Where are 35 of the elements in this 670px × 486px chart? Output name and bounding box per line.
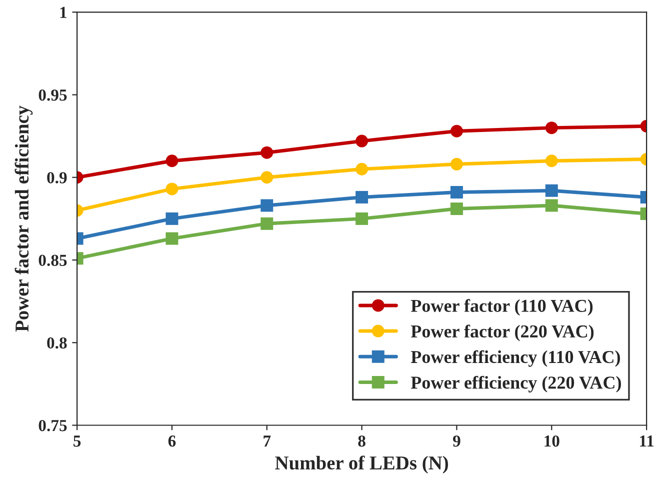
x-axis-title: Number of LEDs (N) (275, 456, 448, 474)
point (260, 146, 274, 159)
point (260, 171, 274, 184)
point (450, 158, 463, 170)
point (545, 199, 558, 212)
point (356, 212, 368, 225)
point (356, 134, 368, 148)
x-tick-label: 8 (358, 435, 366, 447)
legend-label: Power efficiency (110 VAC) (410, 350, 620, 367)
y-tick-label: 0.9 (47, 172, 67, 184)
point (545, 122, 558, 134)
y-tick-label: 0.85 (38, 254, 67, 266)
y-tick-label: 0.95 (38, 89, 67, 101)
point (450, 186, 463, 199)
y-axis-title: Power factor and efficiency (14, 106, 33, 332)
x-tick-label: 6 (168, 436, 176, 447)
legend-label: Power factor (110 VAC) (410, 299, 593, 316)
point (356, 190, 368, 204)
y-tick-label: 0.8 (47, 337, 67, 349)
point (356, 162, 368, 176)
x-tick-label: 5 (74, 436, 81, 447)
point (260, 199, 274, 212)
x-tick-label: 9 (453, 436, 460, 447)
point (450, 124, 463, 138)
x-tick-label: 11 (640, 436, 654, 447)
point (545, 184, 558, 197)
legend-label: Power efficiency (220 VAC) (410, 376, 621, 392)
x-tick-label: 7 (264, 436, 271, 447)
point (545, 154, 558, 168)
y-tick-label: 1 (60, 6, 66, 18)
point (450, 202, 463, 216)
point (260, 217, 274, 230)
y-tick-label: 0.75 (38, 420, 67, 432)
legend-label: Power factor (220 VAC) (410, 324, 594, 342)
x-tick-label: 10 (544, 435, 560, 447)
